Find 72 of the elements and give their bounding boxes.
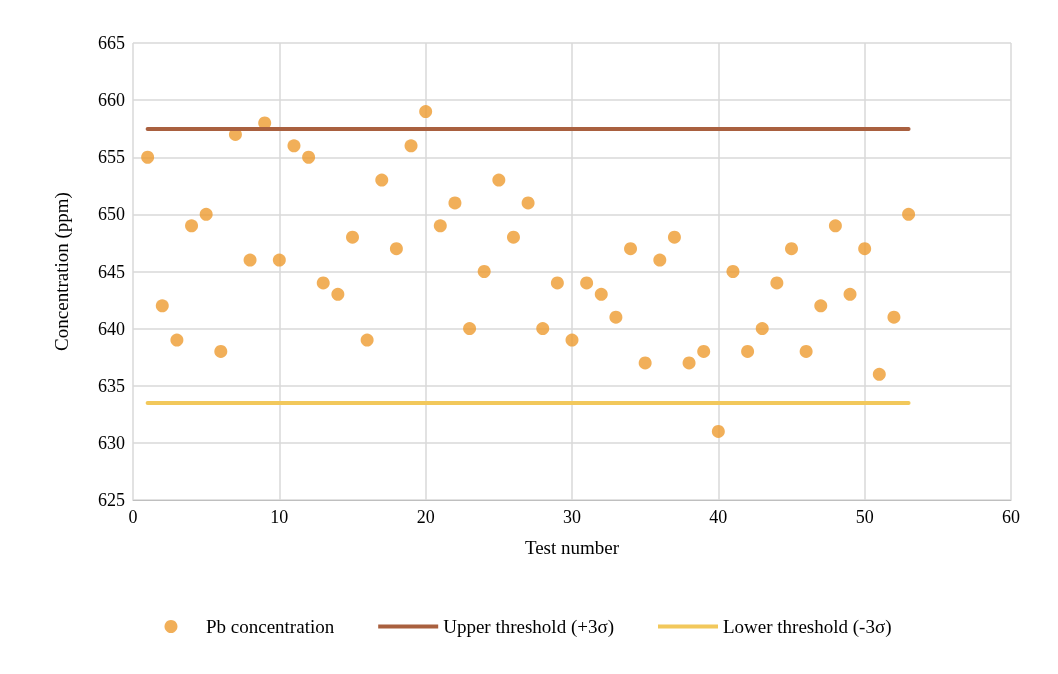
point (755, 322, 769, 336)
point (170, 333, 184, 347)
point (141, 150, 155, 164)
point (594, 287, 608, 301)
point (697, 344, 711, 358)
point (799, 344, 813, 358)
x-tick-label: 30 (563, 507, 581, 527)
point (404, 139, 418, 153)
point (565, 333, 579, 347)
point (609, 310, 623, 324)
point (653, 253, 667, 267)
point (887, 310, 901, 324)
point (433, 219, 447, 233)
point (185, 219, 199, 233)
point (492, 173, 506, 187)
point (419, 105, 433, 119)
x-tick-label: 0 (128, 507, 138, 527)
point (214, 344, 228, 358)
legend-label: Lower threshold (-3σ) (723, 616, 892, 638)
y-tick-label: 630 (98, 432, 125, 453)
point (667, 230, 681, 244)
y-tick-label: 640 (98, 318, 125, 339)
y-tick-label: 650 (98, 204, 125, 225)
x-tick-label: 50 (855, 507, 874, 527)
point (828, 219, 842, 233)
point (843, 287, 857, 301)
point (155, 299, 169, 313)
point (770, 276, 784, 290)
x-tick-label: 10 (270, 507, 289, 527)
point (711, 424, 725, 438)
point (858, 242, 872, 256)
x-axis-title: Test number (524, 537, 620, 558)
point (580, 276, 594, 290)
point (389, 242, 403, 256)
point (287, 139, 301, 153)
point (448, 196, 462, 210)
point (243, 253, 257, 267)
y-tick-label: 665 (98, 33, 125, 53)
legend-label: Pb concentration (205, 616, 335, 637)
point (477, 265, 491, 278)
point (360, 333, 374, 347)
y-tick-label: 625 (98, 490, 125, 510)
x-tick-label: 60 (1002, 507, 1020, 527)
point (682, 356, 696, 370)
point (302, 150, 316, 164)
point (638, 356, 652, 370)
y-tick-label: 645 (98, 261, 125, 282)
y-tick-label: 655 (98, 147, 125, 168)
y-axis-title: Concentration (ppm) (51, 192, 73, 351)
point (624, 242, 638, 256)
point (506, 230, 520, 244)
point (272, 253, 286, 267)
point (726, 265, 740, 278)
point (741, 344, 755, 358)
x-tick-label: 40 (709, 507, 728, 527)
point (521, 196, 535, 210)
y-tick-label: 635 (98, 375, 125, 396)
point (346, 230, 359, 244)
x-tick-label: 20 (416, 507, 435, 527)
point (316, 276, 330, 290)
y-tick-label: 660 (98, 90, 125, 111)
point (550, 276, 564, 290)
point (814, 299, 828, 313)
point (375, 173, 389, 187)
point (331, 287, 345, 301)
point (872, 367, 886, 381)
legend-label: Upper threshold (+3σ) (443, 616, 614, 638)
point (536, 322, 550, 336)
point (463, 322, 477, 336)
point (199, 207, 213, 221)
point (902, 207, 916, 221)
point (785, 242, 798, 256)
